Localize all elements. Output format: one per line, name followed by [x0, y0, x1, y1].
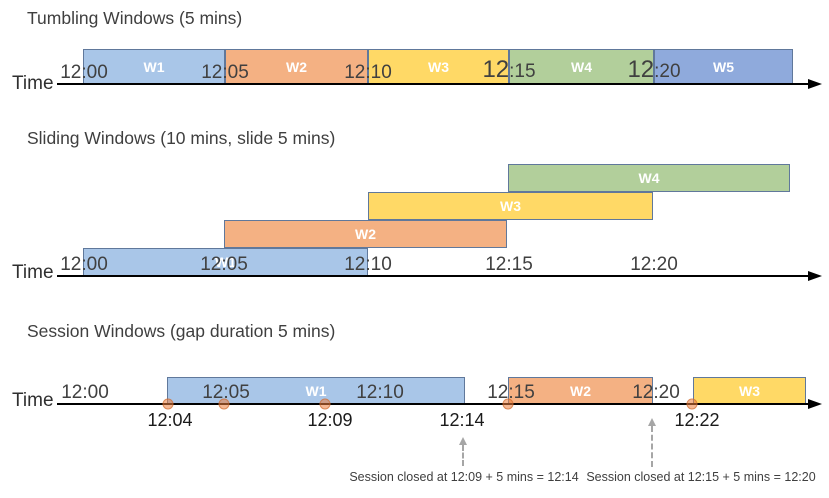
session-windows-event-time-label: 12:04 [147, 410, 193, 430]
sliding-windows-window-w4: W4 [508, 164, 790, 192]
sliding-windows-tick-label: 12:10 [344, 254, 392, 275]
sliding-windows-time-axis-arrowhead-icon [808, 270, 822, 281]
session-windows-event-dot [502, 398, 514, 410]
tumbling-windows-tick-label: 12:20 [627, 58, 680, 82]
session-windows-time-axis-arrowhead-icon [808, 398, 822, 409]
session-windows-callout-arrow-line [462, 445, 464, 466]
session-windows-event-time-label: 12:09 [307, 410, 353, 430]
sliding-windows-tick-label: 12:15 [485, 254, 533, 275]
window-label: W5 [713, 58, 734, 75]
window-label: W4 [571, 58, 592, 75]
session-windows-tick-label: 12:00 [61, 382, 109, 403]
session-windows-tick-label: 12:10 [356, 382, 404, 403]
session-windows-title: Session Windows (gap duration 5 mins) [27, 321, 336, 341]
session-windows-event-time-label: 12:22 [674, 410, 720, 430]
tumbling-windows-time-axis-arrowhead-icon [808, 78, 822, 89]
sliding-windows-window-w2: W2 [224, 220, 507, 248]
tumbling-windows-window-w4: W4 [509, 49, 654, 84]
window-label: W2 [286, 58, 307, 75]
session-windows-window-w1: W1 [167, 377, 465, 404]
session-windows-annotation: Session closed at 12:09 + 5 mins = 12:14 [349, 470, 579, 484]
window-label: W3 [739, 382, 760, 399]
session-windows-event-dot [319, 398, 331, 410]
window-label: W3 [500, 198, 521, 214]
tumbling-windows-tick-label: 12:10 [344, 62, 392, 83]
tick-hour-part: 12 [627, 56, 655, 83]
window-label: W1 [143, 58, 165, 75]
tumbling-windows-tick-label: 12:00 [60, 62, 108, 83]
sliding-windows-time-axis [57, 275, 808, 277]
session-windows-tick-label: 12:05 [202, 382, 250, 403]
tick-hour-part: 12 [482, 56, 510, 83]
session-windows-event-dot [218, 398, 230, 410]
window-label: W2 [570, 382, 591, 399]
session-windows-callout-arrowhead-icon [459, 437, 467, 445]
window-label: W2 [355, 226, 376, 242]
tumbling-windows-window-w5: W5 [654, 49, 793, 84]
sliding-windows-window-w3: W3 [368, 192, 653, 220]
window-label: W4 [638, 170, 660, 186]
sliding-windows-tick-label: 12:05 [200, 254, 248, 275]
session-windows-callout-arrowhead-icon [648, 418, 656, 426]
tick-minute-part: :15 [509, 61, 536, 82]
session-windows-tick-label: 12:15 [487, 382, 535, 403]
window-label: W1 [215, 254, 236, 270]
session-time-axis-label: Time [12, 390, 54, 411]
tumbling-windows-title: Tumbling Windows (5 mins) [27, 8, 243, 28]
session-windows-callout-arrow-line [651, 426, 653, 467]
session-windows-tick-label: 12:20 [632, 382, 680, 403]
window-label: W3 [428, 58, 449, 75]
session-windows-event-time-label: 12:14 [439, 410, 485, 430]
tick-minute-part: :20 [654, 61, 681, 82]
session-windows-window-w3: W3 [693, 377, 806, 404]
session-windows-event-dot [162, 398, 174, 410]
sliding-windows-tick-label: 12:20 [630, 254, 678, 275]
tumbling-windows-window-w2: W2 [225, 49, 368, 84]
tumbling-windows-tick-label: 12:15 [482, 58, 535, 82]
session-windows-time-axis [57, 403, 808, 405]
tumbling-windows-time-axis [57, 83, 808, 85]
sliding-windows-window-w1: W1 [83, 248, 368, 276]
window-label: W1 [305, 382, 327, 399]
sliding-windows-title: Sliding Windows (10 mins, slide 5 mins) [27, 128, 336, 148]
sliding-windows-tick-label: 12:00 [60, 254, 108, 275]
session-windows-window-w2: W2 [508, 377, 653, 404]
session-windows-annotation: Session closed at 12:15 + 5 mins = 12:20 [586, 470, 816, 484]
tumbling-time-axis-label: Time [12, 73, 54, 94]
sliding-time-axis-label: Time [12, 262, 54, 283]
session-windows-event-dot [686, 398, 698, 410]
tumbling-windows-tick-label: 12:05 [201, 62, 249, 83]
